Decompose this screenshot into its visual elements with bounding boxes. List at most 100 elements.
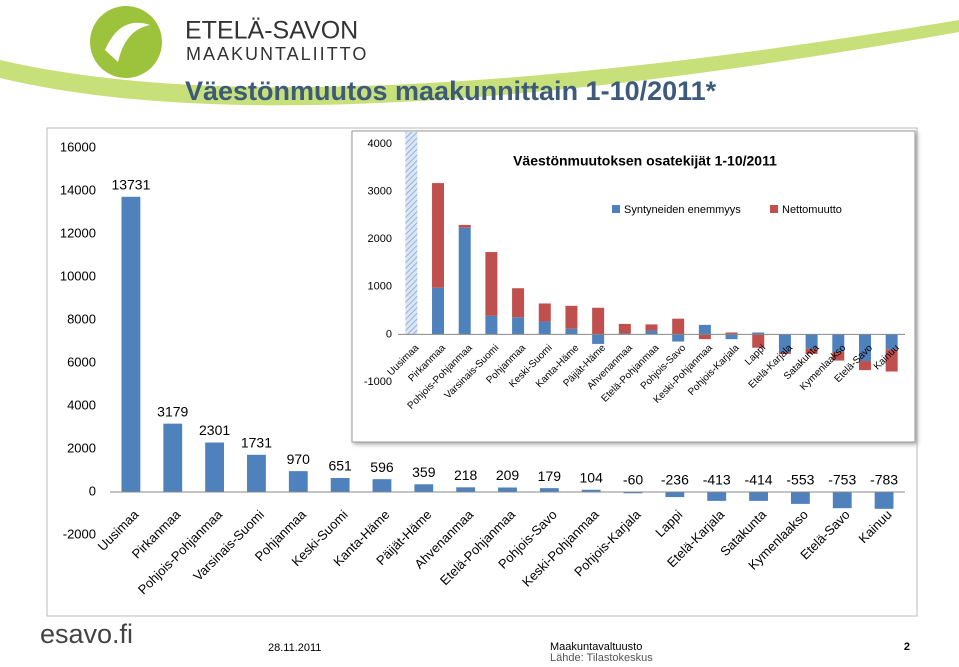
bar [512, 288, 525, 318]
site: esavo.fi [40, 619, 133, 649]
bar [832, 492, 852, 509]
data-label: 209 [496, 467, 520, 483]
bar [672, 318, 685, 335]
bar [618, 323, 631, 334]
inset-title: Väestönmuutoksen osatekijät 1-10/2011 [513, 153, 777, 169]
legend-swatch [770, 205, 778, 213]
bar [885, 349, 898, 372]
data-label: -414 [745, 472, 773, 488]
bar [752, 334, 765, 348]
bar [288, 471, 308, 492]
date: 28.11.2011 [268, 642, 321, 654]
bar [512, 317, 525, 335]
data-label: -413 [703, 472, 731, 488]
event: Maakuntavaltuusto [550, 641, 642, 653]
bar [885, 334, 898, 350]
bar [458, 224, 471, 228]
bar [858, 361, 871, 371]
bar [565, 305, 578, 329]
bar [623, 492, 643, 494]
y-tick-label: 4000 [368, 138, 392, 150]
y-tick-label: 10000 [60, 268, 96, 283]
bar [405, 0, 417, 58]
bar [538, 321, 551, 335]
bar [592, 334, 605, 344]
bar [163, 423, 183, 492]
bar [645, 330, 658, 335]
bar [707, 492, 727, 501]
data-label: 651 [328, 458, 352, 474]
bar [752, 332, 765, 335]
data-label: 218 [454, 467, 478, 483]
y-tick-label: 4000 [67, 397, 96, 412]
bars [121, 196, 894, 509]
bar [698, 334, 711, 340]
y-tick-label: -2000 [63, 526, 96, 541]
bar [645, 324, 658, 331]
bar [405, 132, 418, 335]
data-label: -60 [623, 472, 643, 488]
y-tick-label: 3000 [368, 186, 392, 198]
bar [538, 303, 551, 322]
legend-swatch [612, 205, 620, 213]
data-label: 596 [370, 459, 394, 475]
bar [485, 252, 498, 316]
data-label: -553 [786, 472, 814, 488]
y-tick-label: 14000 [60, 182, 96, 197]
y-tick-label: -1000 [364, 376, 392, 388]
bar [778, 352, 791, 354]
page-number: 2 [904, 641, 910, 653]
logo-text: ETELÄ-SAVON [185, 17, 358, 45]
bar [581, 489, 601, 492]
y-tick-label: 6000 [67, 354, 96, 369]
bar [205, 442, 225, 492]
y-tick-label: 2000 [67, 440, 96, 455]
source: Lähde: Tilastokeskus [550, 652, 653, 662]
data-label: -783 [870, 472, 898, 488]
data-label: 179 [538, 468, 562, 484]
y-tick-label: 0 [89, 483, 96, 498]
bar [247, 454, 266, 492]
bar [749, 492, 768, 501]
logo-text: MAAKUNTALIITTO [186, 44, 368, 64]
y-tick-label: 8000 [67, 311, 96, 326]
data-label: 1731 [241, 434, 272, 450]
bar [874, 492, 894, 509]
data-label: -236 [661, 472, 689, 488]
bar [539, 488, 559, 492]
data-label: 3179 [157, 403, 188, 419]
data-label: 104 [580, 469, 604, 485]
bar [121, 196, 141, 492]
legend-label: Syntyneiden enemmyys [624, 204, 741, 216]
bar [790, 492, 810, 504]
swoosh [0, 20, 959, 106]
legend-label: Nettomuutto [782, 204, 842, 216]
bar [698, 324, 711, 335]
bar [858, 334, 871, 362]
logo [90, 6, 162, 78]
bar [565, 328, 578, 335]
y-tick-label: 16000 [60, 139, 96, 154]
slide-title: Väestönmuutos maakunnittain 1-10/2011* [185, 76, 717, 106]
data-label: 2301 [199, 422, 230, 438]
bar [672, 334, 685, 342]
bar [372, 479, 392, 492]
bar [592, 307, 605, 335]
bar [725, 334, 738, 340]
y-tick-label: 1000 [368, 281, 392, 293]
bar [485, 315, 498, 335]
bar [805, 348, 818, 354]
y-tick-label: 12000 [60, 225, 96, 240]
logo-mark [105, 22, 150, 62]
data-label: 359 [412, 464, 436, 480]
bars [405, 0, 898, 372]
inset-frame [351, 130, 916, 443]
bar [805, 334, 818, 349]
bar [330, 478, 350, 492]
data-label: 13731 [111, 176, 150, 192]
data-label: 970 [287, 451, 311, 467]
data-label: -753 [828, 472, 856, 488]
bar [414, 484, 434, 492]
bar [832, 352, 845, 361]
